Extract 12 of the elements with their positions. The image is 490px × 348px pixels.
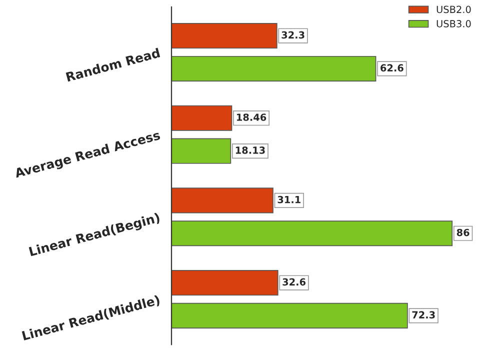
data-label: 18.13: [236, 146, 265, 154]
y-tick-label: Random Read: [66, 48, 160, 82]
data-label: 32.6: [282, 278, 306, 286]
legend-label: USB3.0: [436, 20, 471, 28]
data-label: 31.1: [278, 196, 300, 204]
y-tick-label: Average Read Access: [14, 130, 162, 180]
data-label: 62.6: [380, 64, 404, 72]
data-label: 18.46: [237, 114, 266, 121]
data-label: 86: [456, 228, 470, 236]
data-label: 32.3: [282, 31, 304, 39]
data-label: 72.3: [412, 311, 435, 319]
legend-label: USB2.0: [436, 6, 471, 14]
